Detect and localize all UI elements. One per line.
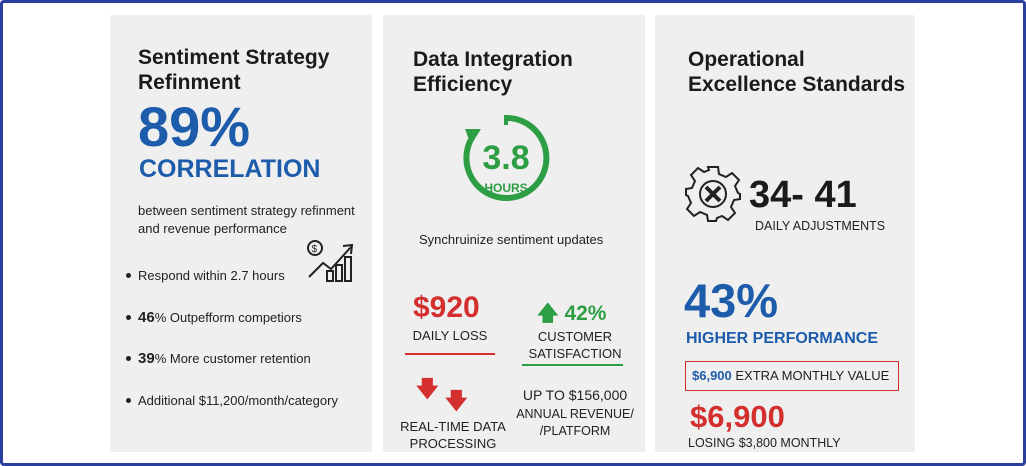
daily-loss-value: $920 <box>413 291 480 324</box>
refresh-clock-icon <box>463 114 550 201</box>
correlation-value: 89% <box>138 95 251 158</box>
card-title: Sentiment Strategy Refinment <box>138 46 330 94</box>
bullet-item: 46% Outpefform competiors <box>126 309 302 326</box>
card-title: Operational Excellence Standards <box>688 48 906 96</box>
satisfaction-value: 🡅 42% <box>537 302 607 325</box>
dollar-growth-chart-icon: $ <box>307 240 354 282</box>
satisfaction-label: CUSTOMER SATISFACTION <box>528 329 622 361</box>
performance-label: HIGHER PERFORMANCE <box>686 330 879 347</box>
svg-text:$: $ <box>312 244 318 255</box>
gear-icon <box>685 166 741 222</box>
arrow-down-icon: 🡇 <box>416 376 439 401</box>
performance-value: 43% <box>684 274 779 327</box>
correlation-description: between sentiment strategy refinment and… <box>138 203 355 236</box>
arrow-down-icon: 🡇 <box>445 388 468 413</box>
satisfaction-divider <box>522 364 623 366</box>
revenue-label: ANNUAL REVENUE/ /PLATFORM <box>516 407 634 438</box>
loss-value: $6,900 <box>690 399 785 434</box>
bullet-item: 39% More customer retention <box>126 350 311 367</box>
revenue-value: UP TO $156,000 <box>522 387 628 403</box>
integration-card: Data Integration Efficiency 3.8 HOURS Sy… <box>383 15 645 452</box>
bullet-item: Respond within 2.7 hours <box>126 268 285 283</box>
clock-value: 3.8 <box>482 139 530 177</box>
daily-loss-label: DAILY LOSS <box>412 328 488 343</box>
adjustments-label: DAILY ADJUSTMENTS <box>755 219 886 233</box>
sync-subtitle: Synchruinize sentiment updates <box>419 232 604 247</box>
arrow-up-icon: 🡅 <box>537 302 559 325</box>
loss-label: LOSING $3,800 MONTHLY <box>688 436 841 450</box>
loss-divider <box>405 353 495 355</box>
sentiment-card: Sentiment Strategy Refinment 89% CORRELA… <box>110 15 372 452</box>
extra-value-box: $6,900 EXTRA MONTHLY VALUE <box>685 361 899 391</box>
adjustments-range: 34- 41 <box>749 174 857 216</box>
clock-unit: HOURS <box>484 181 528 195</box>
correlation-label: CORRELATION <box>139 155 321 183</box>
operational-card: Operational Excellence Standards 34- 41 … <box>655 15 915 452</box>
bullet-item: Additional $11,200/month/category <box>126 393 338 408</box>
processing-label: REAL-TIME DATA PROCESSING <box>400 419 506 451</box>
card-title: Data Integration Efficiency <box>413 48 573 96</box>
